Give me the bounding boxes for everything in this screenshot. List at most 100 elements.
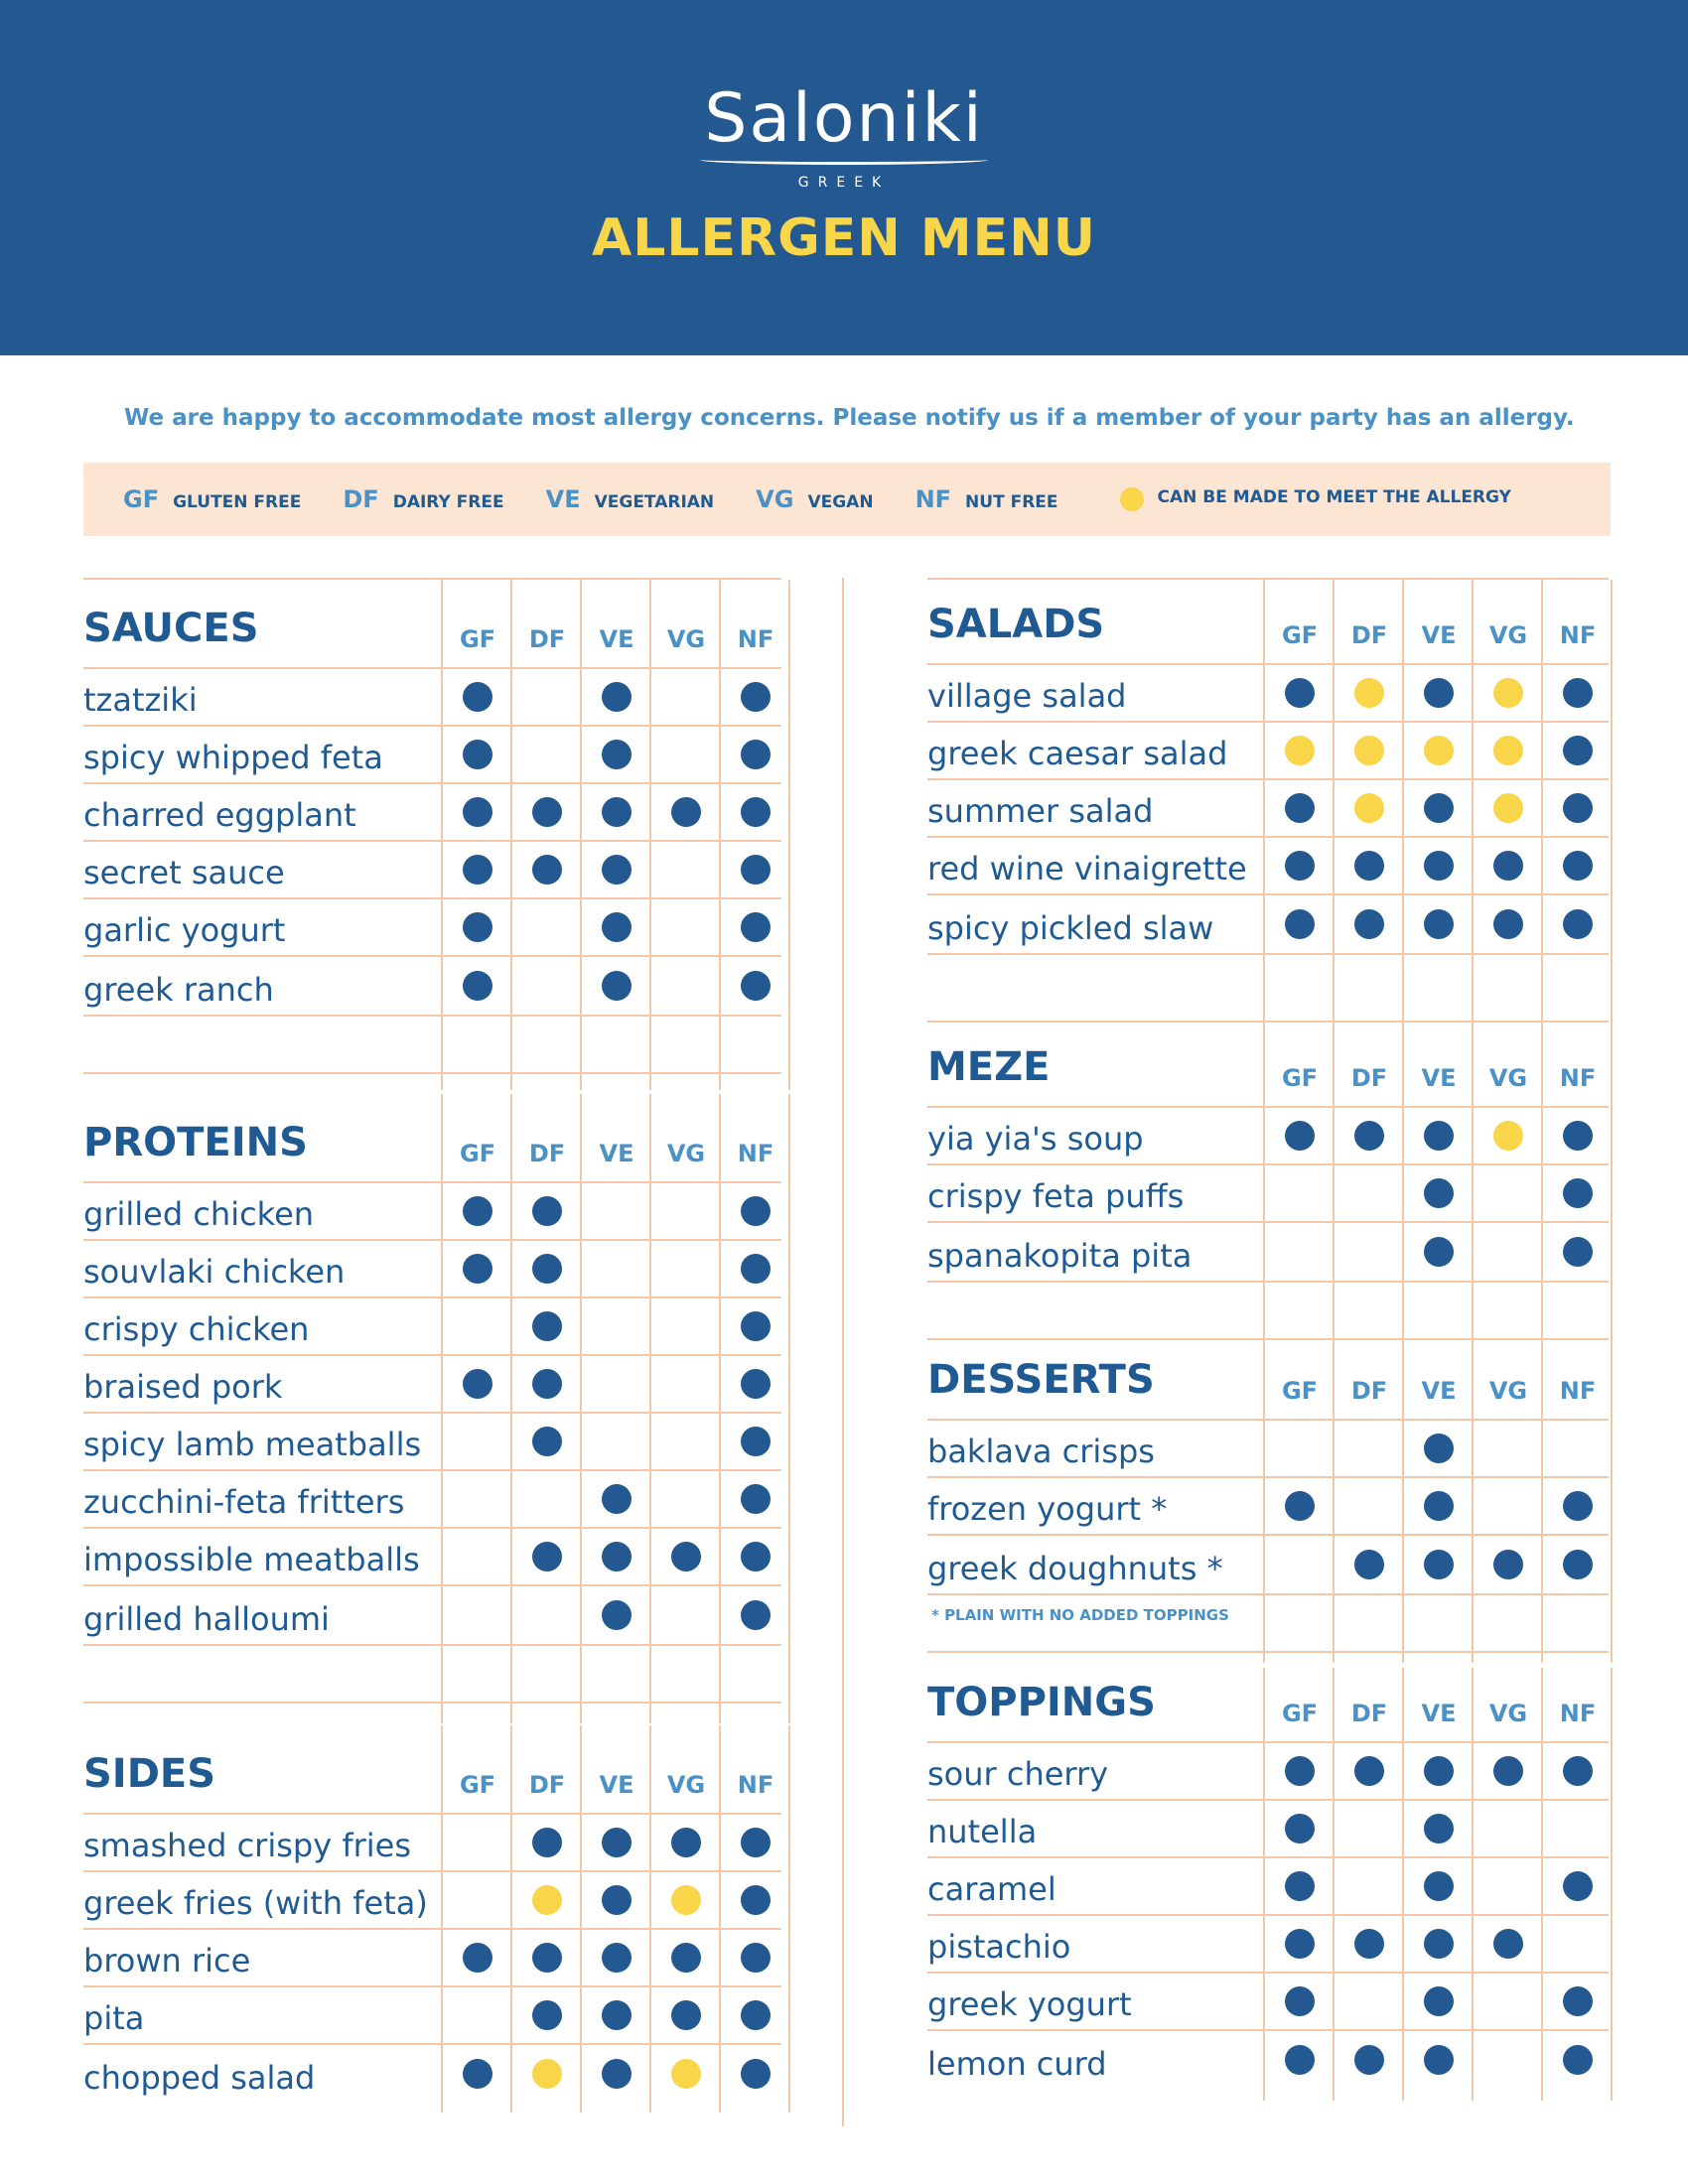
section-title: SIDES [83,1751,216,1797]
navy-dot-icon [532,1254,562,1284]
navy-dot-icon [1563,1756,1593,1786]
allergen-cell [512,727,582,782]
allergen-cell [512,1183,582,1239]
navy-dot-icon [1354,1550,1384,1579]
legend-code: DF [343,485,379,513]
legend-label: VEGETARIAN [594,492,715,512]
allergen-cell [1335,723,1404,778]
column-line [1541,1668,1543,2101]
navy-dot-icon [1563,851,1593,881]
allergen-cell [721,1872,790,1928]
allergen-cell [1404,1858,1474,1914]
navy-dot-icon [602,971,632,1001]
column-line [1263,1668,1265,2101]
allergen-cell [651,1241,721,1297]
section-header: PROTEINS GF DF VE VG NF [83,1094,781,1183]
allergen-cell [1543,895,1613,953]
allergen-cell [582,784,651,840]
navy-dot-icon [463,1196,492,1226]
navy-dot-icon [1424,1178,1454,1208]
yellow-dot-icon [671,2059,701,2089]
navy-dot-icon [741,1196,771,1226]
item-name: crispy feta puffs [927,1177,1185,1215]
navy-dot-icon [1493,1756,1523,1786]
desserts-footnote: * PLAIN WITH NO ADDED TOPPINGS [931,1606,1229,1624]
allergen-cell [651,1586,721,1644]
section-title: SAUCES [83,606,259,651]
section-sauces: SAUCES GF DF VE VG NF tzatziki spicy whipped fe… [83,580,790,1090]
section-spacer [83,1015,781,1074]
allergen-cell [443,1414,512,1469]
column-header: NF [1559,1700,1597,1727]
legend-item: NF NUT FREE [915,485,1058,513]
column-header: VG [666,1140,706,1167]
allergen-cell [512,1298,582,1354]
navy-dot-icon [1563,736,1593,765]
allergen-cell [512,1471,582,1527]
column-line [1263,580,1265,1036]
allergen-cell [443,1872,512,1928]
allergen-cell [582,1183,651,1239]
allergen-cell [1265,895,1335,953]
section-header: DESSERTS GF DF VE VG NF [927,1335,1609,1421]
column-line [1541,1023,1543,1350]
logo-swoosh [700,155,988,165]
navy-dot-icon [1354,2045,1384,2075]
column-line [1472,580,1474,1036]
item-name: impossible meatballs [83,1541,420,1578]
menu-row: spanakopita pita [927,1223,1609,1281]
allergen-cell [1543,1974,1613,2029]
allergen-cell [582,1356,651,1412]
column-line [1402,1668,1404,2101]
navy-dot-icon [532,855,562,885]
menu-row: nutella [927,1801,1609,1858]
allergen-cell [1474,838,1543,893]
allergen-cell [582,842,651,897]
allergen-cell [1404,665,1474,721]
allergen-cell [582,957,651,1015]
menu-title: ALLERGEN MENU [592,208,1096,268]
section-spacer [83,1644,781,1704]
section-proteins: PROTEINS GF DF VE VG NF grilled chicken souvlak… [83,1094,790,1723]
menu-row: charred eggplant [83,784,781,842]
menu-row: sour cherry [927,1743,1609,1801]
section-title: MEZE [927,1044,1051,1090]
navy-dot-icon [602,797,632,827]
yellow-dot-icon [671,1885,701,1915]
column-header: VE [1421,1377,1457,1405]
allergen-cell [1404,1223,1474,1281]
allergen-cell [1335,1743,1404,1799]
menu-row: souvlaki chicken [83,1241,781,1298]
yellow-dot-icon [1354,793,1384,823]
allergen-cell [443,1586,512,1644]
section-header: SALADS GF DF VE VG NF [927,580,1609,665]
navy-dot-icon [1285,1814,1315,1843]
navy-dot-icon [602,1484,632,1514]
menu-row: caramel [927,1858,1609,1916]
column-header: NF [1559,1064,1597,1092]
navy-dot-icon [532,1196,562,1226]
column-header: DF [528,625,566,653]
column-line [719,580,721,1090]
navy-dot-icon [1424,678,1454,708]
column-header: GF [459,625,496,653]
column-header: VG [1488,621,1528,649]
yellow-dot-icon [1493,736,1523,765]
allergen-cell [443,2045,512,2103]
section-title: SALADS [927,602,1105,647]
column-line [580,1725,582,2113]
navy-dot-icon [1563,2045,1593,2075]
item-name: greek caesar salad [927,735,1228,772]
navy-dot-icon [741,855,771,885]
section-title: PROTEINS [83,1120,308,1165]
allergen-cell [582,1241,651,1297]
item-name: crispy chicken [83,1310,310,1348]
navy-dot-icon [1285,2045,1315,2075]
navy-dot-icon [741,797,771,827]
navy-dot-icon [1563,678,1593,708]
allergen-cell [1474,1108,1543,1163]
allergen-cell [582,2045,651,2103]
allergen-cell [512,899,582,955]
allergen-cell [721,899,790,955]
allergen-cell [721,669,790,725]
